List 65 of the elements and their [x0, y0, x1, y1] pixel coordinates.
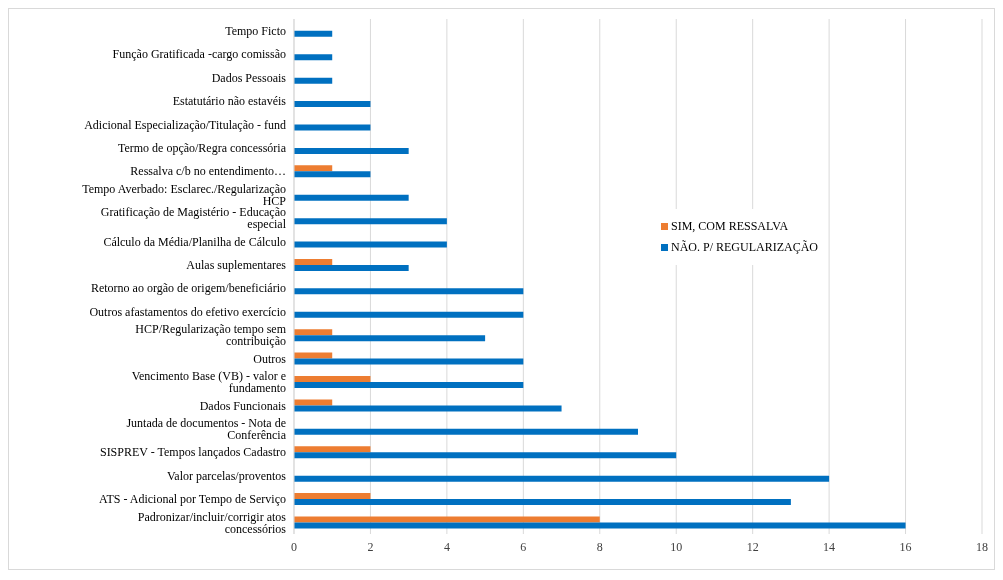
bar: [294, 522, 906, 529]
y-tick-label: Juntada de documentos - Nota de Conferência: [126, 415, 287, 442]
y-tick-label: Dados Pessoais: [211, 70, 287, 85]
bar: [294, 288, 524, 295]
x-tick-label: 18: [976, 539, 988, 554]
y-tick-label: Tempo Ficto: [225, 23, 286, 38]
bar: [294, 30, 333, 37]
y-tick-label: Vencimento Base (VB) - valor e fundamento: [131, 369, 286, 396]
x-tick-label: 10: [670, 539, 683, 554]
y-tick-label: Função Gratificada -cargo comissão: [112, 47, 286, 62]
y-tick-label: ATS - Adicional por Tempo de Serviço: [99, 492, 286, 507]
x-tick-label: 12: [746, 539, 759, 554]
y-tick-label: Valor parcelas/proventos: [167, 468, 287, 483]
legend-label: NÃO. P/ REGULARIZAÇÃO: [671, 240, 818, 255]
x-tick-label: 4: [443, 539, 450, 554]
bar: [294, 77, 333, 84]
y-tick-label: HCP/Regularização tempo sem contribuição: [135, 322, 287, 349]
x-tick-label: 6: [520, 539, 527, 554]
bar: [294, 329, 333, 336]
bar: [294, 54, 333, 61]
bar: [294, 335, 486, 342]
y-tick-label: Tempo Averbado: Esclarec./Regularização HCP: [82, 181, 287, 208]
y-tick-label: Gratificação de Magistério - Educação especial: [100, 205, 287, 232]
bar: [294, 428, 638, 435]
bar: [294, 452, 677, 459]
x-tick-label: 0: [291, 539, 297, 554]
bar: [294, 358, 524, 365]
y-tick-label: Retorno ao orgão de origem/beneficiário: [90, 281, 286, 296]
y-tick-label: Termo de opção/Regra concessória: [117, 141, 287, 156]
y-tick-label: Padronizar/incluir/corrigir atos concessórios: [137, 509, 287, 536]
bar: [294, 165, 333, 172]
y-tick-label: Outros afastamentos do efetivo exercício: [89, 304, 286, 319]
bar: [294, 475, 830, 482]
bar: [294, 147, 409, 154]
y-tick-label: Estatutário não estavéis: [172, 94, 287, 109]
bar: [294, 101, 371, 108]
y-tick-label: Aulas suplementares: [186, 258, 287, 273]
bar: [294, 381, 524, 388]
x-tick-label: 8: [596, 539, 603, 554]
bar: [294, 124, 371, 131]
y-tick-label: SISPREV - Tempos lançados Cadastro: [99, 445, 286, 460]
bar: [294, 499, 791, 506]
y-tick-label: Cálculo da Média/Planilha de Cálculo: [103, 234, 286, 249]
x-tick-label: 2: [367, 539, 374, 554]
bar: [294, 311, 524, 318]
bar: [294, 446, 371, 453]
bar: [294, 241, 447, 248]
bar: [294, 405, 562, 412]
bar: [294, 399, 333, 406]
y-tick-label: Outros: [253, 351, 287, 366]
bar: [294, 258, 333, 265]
bar: [294, 218, 447, 225]
y-tick-label: Dados Funcionais: [199, 398, 287, 413]
bar: [294, 493, 371, 500]
bar: [294, 352, 333, 359]
y-tick-label: Adicional Especialização/Titulação - fund: [84, 117, 286, 132]
bar: [294, 194, 409, 201]
bar: [294, 516, 600, 523]
legend-label: SIM, COM RESSALVA: [671, 219, 789, 234]
bar: [294, 264, 409, 271]
bar: [294, 171, 371, 178]
bar: [294, 375, 371, 382]
y-tick-label: Ressalva c/b no entendimento…: [130, 164, 286, 179]
x-tick-label: 16: [899, 539, 912, 554]
x-tick-label: 14: [823, 539, 836, 554]
